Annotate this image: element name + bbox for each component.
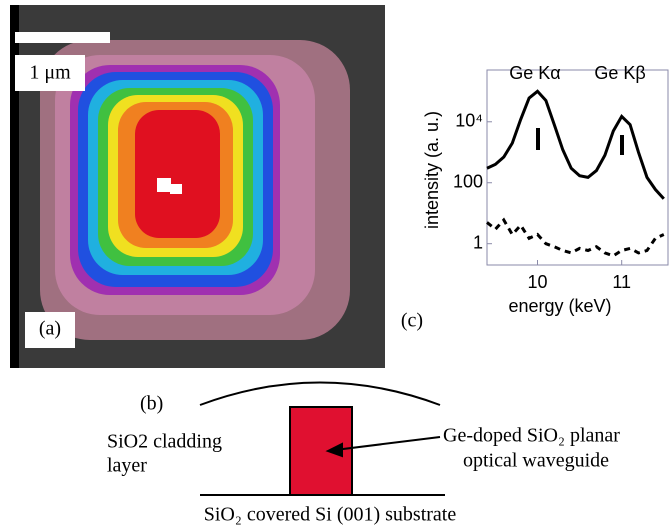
cladding-label: layer: [107, 455, 147, 477]
spectrum-line: [487, 91, 664, 198]
y-tick-label: 1: [473, 232, 483, 252]
y-axis-label: intensity (a. u.): [422, 111, 442, 229]
panel-label: (a): [39, 318, 61, 340]
substrate-label: SiO₂ covered Si (001) substrate: [204, 504, 457, 526]
x-tick-label: 11: [612, 272, 631, 292]
waveguide-label: optical waveguide: [463, 450, 609, 472]
diagram: [200, 383, 445, 496]
x-tick-label: 10: [527, 272, 547, 292]
scale-label: 1 μm: [29, 62, 71, 84]
panel-label: (b): [140, 393, 163, 415]
background-line: [487, 220, 664, 256]
heatmap: [10, 5, 385, 368]
annotation: Ge Kα: [509, 63, 560, 83]
x-axis-label: energy (keV): [508, 296, 611, 316]
waveguide-label: Ge-doped SiO₂ planar: [443, 425, 620, 447]
y-tick-label: 100: [453, 171, 483, 191]
cladding-label: SiO2 cladding: [107, 431, 222, 453]
y-tick-label: 10⁴: [455, 111, 483, 131]
plot-frame: [487, 70, 668, 265]
figure: 1 μm (a) (b) SiO2 cladding layer Ge-dope…: [0, 0, 669, 529]
panel-label: (c): [401, 310, 423, 332]
annotation: Ge Kβ: [594, 63, 645, 83]
